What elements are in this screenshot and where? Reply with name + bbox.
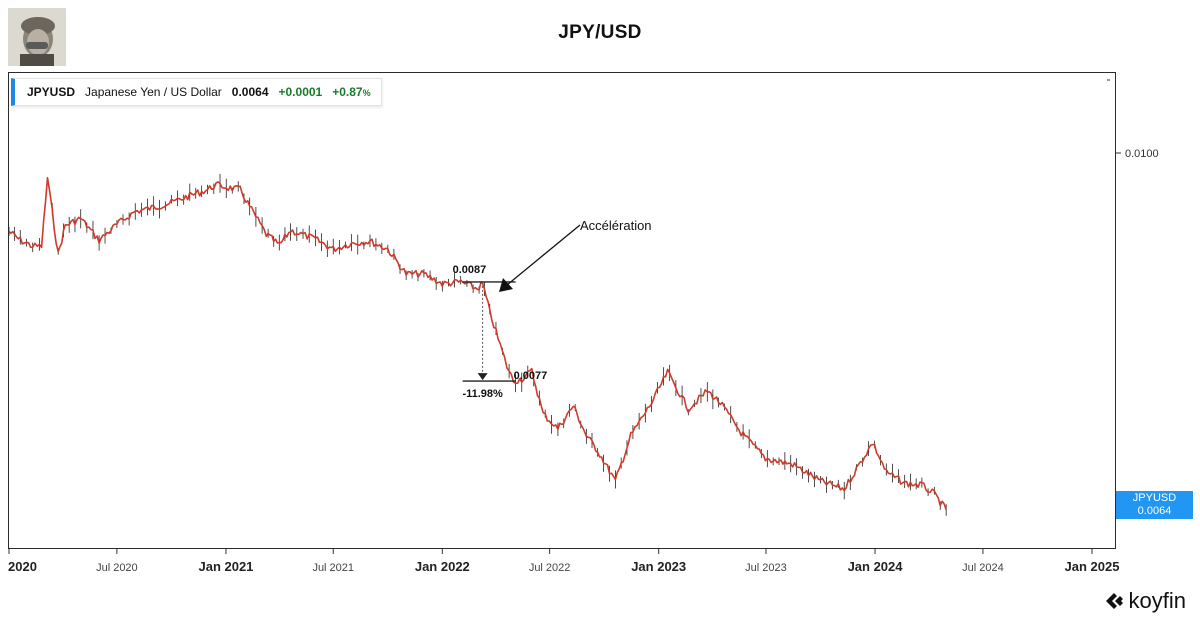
koyfin-logo-icon [1105, 593, 1123, 609]
acceleration-arrowhead [499, 278, 513, 292]
x-tick-label: Jan 2021 [198, 559, 253, 574]
price-tag-value: 0.0064 [1137, 505, 1172, 517]
chart-frame [8, 72, 1116, 549]
brand: koyfin [1103, 588, 1186, 614]
price-line [8, 176, 947, 511]
price-tag-symbol: JPYUSD [1132, 492, 1177, 504]
acceleration-label: Accélération [580, 218, 652, 233]
acceleration-arrow-line [506, 224, 581, 286]
x-tick-label: 2020 [8, 559, 37, 574]
avatar [8, 8, 66, 66]
legend-symbol: JPYUSD [27, 85, 76, 99]
x-tick-label: Jul 2024 [962, 562, 1004, 574]
x-tick-label: Jul 2022 [529, 562, 571, 574]
x-tick-label: Jul 2023 [745, 562, 787, 574]
legend-pct-sign: % [362, 88, 371, 98]
chart-legend: JPYUSD Japanese Yen / US Dollar 0.0064 +… [11, 78, 382, 106]
x-tick-label: Jan 2022 [415, 559, 470, 574]
measure-low-label: 0.0077 [514, 370, 548, 382]
x-tick-label: Jan 2024 [848, 559, 904, 574]
legend-change-pct: +0.87% [332, 85, 371, 99]
measure-high-label: 0.0087 [453, 264, 487, 276]
x-tick-label: Jul 2020 [96, 562, 138, 574]
x-tick-label: Jan 2023 [631, 559, 686, 574]
price-tag: JPYUSD 0.0064 [1116, 491, 1193, 519]
legend-value: 0.0064 [231, 85, 269, 99]
brand-name: koyfin [1128, 588, 1186, 613]
legend-name: Japanese Yen / US Dollar [85, 85, 222, 99]
x-tick-label: Jan 2025 [1065, 559, 1120, 574]
x-tick-label: Jul 2021 [312, 562, 354, 574]
y-tick-label: 0.0100 [1125, 148, 1159, 160]
measure-arrowhead [477, 373, 488, 381]
page-title: JPY/USD [558, 22, 642, 43]
measure-change-label: -11.98% [462, 388, 503, 400]
legend-change: +0.0001 [278, 85, 323, 99]
